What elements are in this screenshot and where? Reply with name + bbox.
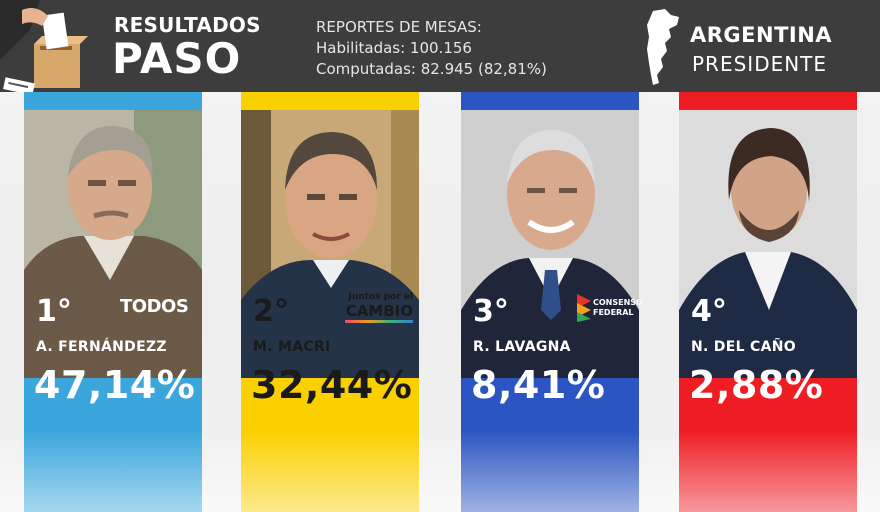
candidate-photo	[679, 110, 857, 378]
candidate-name: M. MACRI	[253, 339, 331, 355]
party-logo-line1: Juntos por el	[348, 292, 413, 302]
enabled-tables: Habilitadas: 100.156	[316, 39, 472, 57]
rank-label: 4°	[691, 294, 727, 329]
party-logo-line2: FEDERAL	[593, 308, 634, 317]
vote-percentage: 47,14%	[34, 363, 196, 407]
color-band	[679, 92, 857, 110]
candidate-photo	[24, 110, 202, 378]
candidate-name: N. DEL CAÑO	[691, 339, 796, 355]
vote-percentage: 8,41%	[471, 363, 606, 407]
party-logo-todos: TODOS	[120, 296, 189, 317]
party-logo-stripe	[345, 320, 413, 323]
table-report: REPORTES DE MESAS: Habilitadas: 100.156 …	[316, 17, 547, 80]
consenso-flag-icon	[577, 294, 591, 322]
counted-tables: Computadas: 82.945 (82,81%)	[316, 60, 547, 78]
country-label: ARGENTINA	[690, 23, 833, 47]
candidate-photo	[461, 110, 639, 378]
ballot-box-icon	[0, 0, 88, 92]
color-band	[24, 92, 202, 110]
party-logo-line2: CAMBIO	[345, 302, 413, 320]
candidate-card: 2° Juntos por el CAMBIO M. MACRI 32,44%	[241, 92, 419, 512]
party-logo-consenso: CONSENSO FEDERAL	[577, 292, 643, 324]
candidate-card: 4° N. DEL CAÑO 2,88%	[679, 92, 857, 512]
candidate-name: R. LAVAGNA	[473, 339, 571, 355]
candidate-name: A. FERNÁNDEZZ	[36, 339, 167, 355]
results-label: RESULTADOS	[114, 13, 261, 37]
candidate-photo	[241, 110, 419, 378]
rank-label: 1°	[36, 294, 72, 329]
color-band	[241, 92, 419, 110]
report-heading: REPORTES DE MESAS:	[316, 18, 482, 36]
rank-label: 2°	[253, 294, 289, 329]
vote-percentage: 2,88%	[689, 363, 824, 407]
candidate-card: 1° TODOS A. FERNÁNDEZZ 47,14%	[24, 92, 202, 512]
candidate-card: 3° CONSENSO FEDERAL R. LAVAGNA 8,41%	[461, 92, 643, 512]
party-logo-cambio: Juntos por el CAMBIO	[345, 292, 413, 323]
argentina-map-icon	[647, 9, 679, 85]
office-label: PRESIDENTE	[692, 52, 828, 76]
header-bar: RESULTADOS PASO REPORTES DE MESAS: Habil…	[0, 0, 880, 92]
election-title: PASO	[112, 34, 242, 83]
vote-percentage: 32,44%	[251, 363, 413, 407]
color-band	[461, 92, 639, 110]
party-logo-line1: CONSENSO	[593, 298, 643, 307]
rank-label: 3°	[473, 294, 509, 329]
